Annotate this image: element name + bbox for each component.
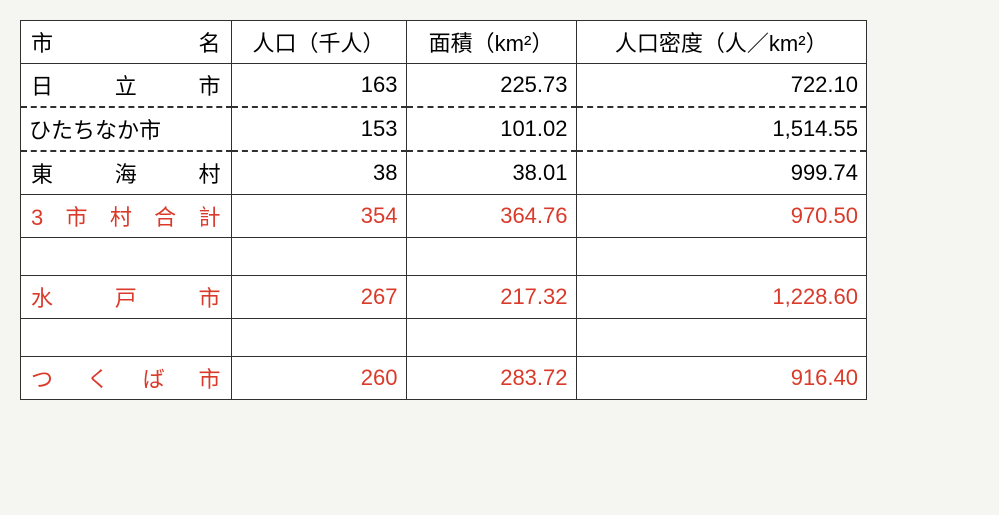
table-row: 日立市 163 225.73 722.10 <box>21 64 866 108</box>
cell-blank <box>576 319 866 357</box>
cell-population: 267 <box>231 276 406 319</box>
header-population: 人口（千人） <box>231 21 406 64</box>
cell-city-name: ひたちなか市 <box>21 107 231 151</box>
table-header-row: 市名 人口（千人） 面積（km²） 人口密度（人／km²） <box>21 21 866 64</box>
table-row: 水戸市 267 217.32 1,228.60 <box>21 276 866 319</box>
table-row-blank <box>21 319 866 357</box>
header-density: 人口密度（人／km²） <box>576 21 866 64</box>
cell-city-name: 日立市 <box>21 64 231 108</box>
cell-blank <box>21 319 231 357</box>
table-row: つくば市 260 283.72 916.40 <box>21 357 866 400</box>
cell-density: 722.10 <box>576 64 866 108</box>
cell-population: 163 <box>231 64 406 108</box>
table-row: 東海村 38 38.01 999.74 <box>21 151 866 195</box>
cell-city-name: 水戸市 <box>21 276 231 319</box>
cell-blank <box>576 238 866 276</box>
cell-blank <box>231 319 406 357</box>
cell-population: 354 <box>231 195 406 238</box>
cell-blank <box>406 319 576 357</box>
cell-city-name: 3市村合計 <box>21 195 231 238</box>
cell-area: 283.72 <box>406 357 576 400</box>
population-table: 市名 人口（千人） 面積（km²） 人口密度（人／km²） 日立市 163 22… <box>20 20 867 400</box>
cell-density: 1,514.55 <box>576 107 866 151</box>
table-row: ひたちなか市 153 101.02 1,514.55 <box>21 107 866 151</box>
cell-density: 1,228.60 <box>576 276 866 319</box>
cell-population: 260 <box>231 357 406 400</box>
cell-city-name: つくば市 <box>21 357 231 400</box>
cell-city-name: 東海村 <box>21 151 231 195</box>
cell-density: 916.40 <box>576 357 866 400</box>
cell-population: 38 <box>231 151 406 195</box>
cell-area: 101.02 <box>406 107 576 151</box>
header-city-name: 市名 <box>21 21 231 64</box>
cell-blank <box>21 238 231 276</box>
header-area: 面積（km²） <box>406 21 576 64</box>
cell-area: 38.01 <box>406 151 576 195</box>
cell-density: 999.74 <box>576 151 866 195</box>
table-row-blank <box>21 238 866 276</box>
cell-area: 364.76 <box>406 195 576 238</box>
cell-population: 153 <box>231 107 406 151</box>
cell-blank <box>231 238 406 276</box>
cell-blank <box>406 238 576 276</box>
cell-area: 225.73 <box>406 64 576 108</box>
cell-density: 970.50 <box>576 195 866 238</box>
city-data-table: 市名 人口（千人） 面積（km²） 人口密度（人／km²） 日立市 163 22… <box>21 21 866 399</box>
cell-area: 217.32 <box>406 276 576 319</box>
table-row-subtotal: 3市村合計 354 364.76 970.50 <box>21 195 866 238</box>
